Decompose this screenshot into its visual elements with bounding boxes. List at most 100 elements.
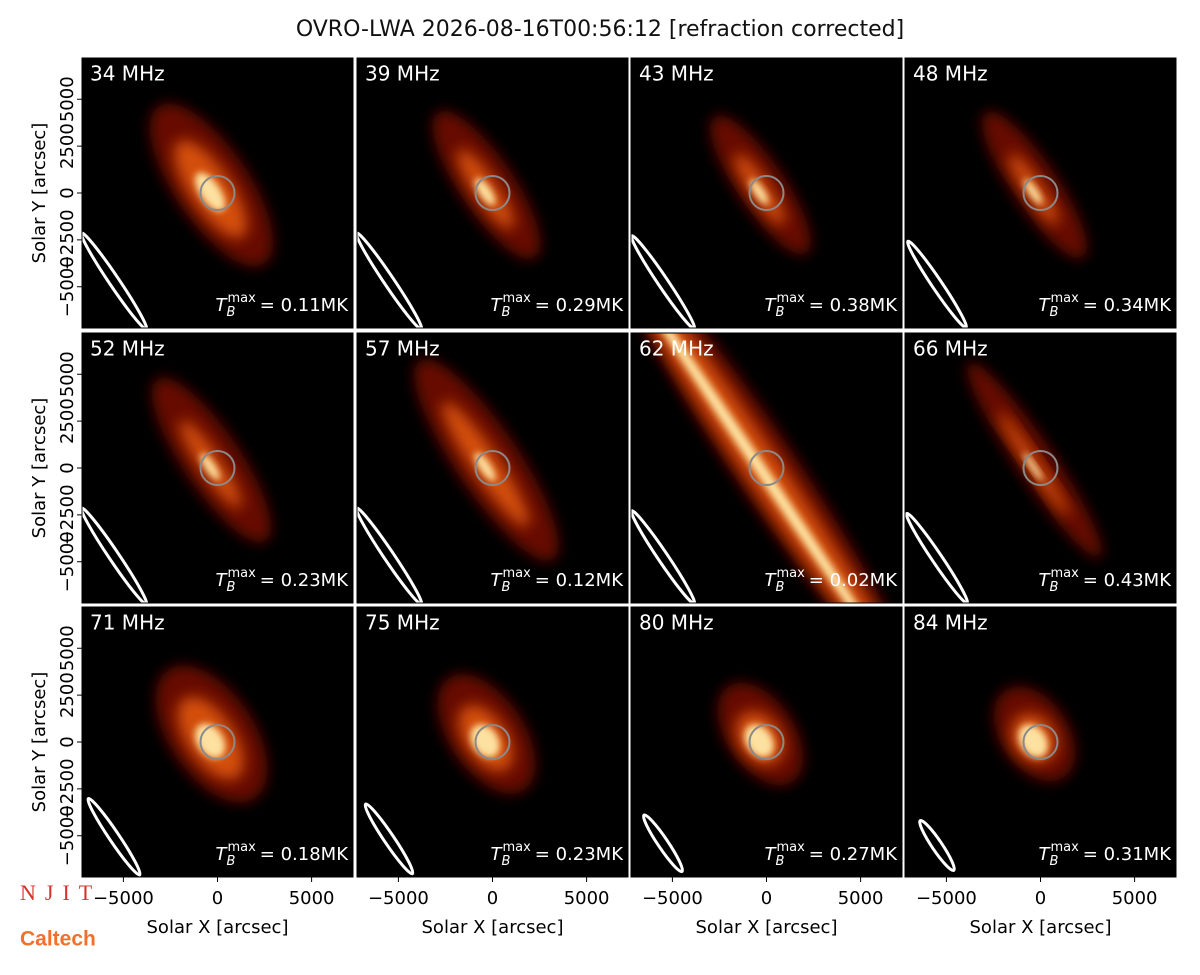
annotation-sup: max <box>776 840 805 855</box>
beam <box>357 506 424 603</box>
solar-disk <box>474 175 511 211</box>
y-tick-label: 2500 <box>57 672 78 718</box>
x-tick-label: 0 <box>212 888 223 909</box>
annotation: TBmax = 0.23MK <box>491 840 625 869</box>
panel-title: 52 MHz <box>90 337 165 361</box>
annotation-sup: max <box>502 566 531 581</box>
panel <box>82 333 353 603</box>
annotation-symbol: T <box>1039 295 1052 316</box>
x-tick-label: 5000 <box>1112 888 1158 909</box>
x-tick-label: −5000 <box>916 888 977 909</box>
annotation-sub: B <box>1050 305 1059 320</box>
annotation-sub: B <box>502 854 511 869</box>
annotation-sup: max <box>502 291 531 306</box>
emission-core <box>200 453 221 481</box>
beam <box>918 818 956 873</box>
annotation-value: = 0.12MK <box>535 570 624 591</box>
emission-core <box>474 452 496 482</box>
annotation: TBmax = 0.38MK <box>765 291 899 320</box>
emission-core <box>631 333 902 603</box>
x-tick-label: 5000 <box>564 888 610 909</box>
beam <box>631 509 697 603</box>
annotation-symbol: T <box>491 844 504 865</box>
annotation-sup: max <box>776 566 805 581</box>
solar-disk <box>1022 175 1059 211</box>
panel <box>631 333 902 603</box>
annotation-symbol: T <box>765 844 778 865</box>
annotation-value: = 0.43MK <box>1083 570 1172 591</box>
y-tick-label: 5000 <box>57 625 78 671</box>
panel <box>82 607 353 877</box>
annotation-sub: B <box>502 305 511 320</box>
panel-title: 75 MHz <box>365 611 440 635</box>
panel <box>631 607 902 877</box>
annotation-sub: B <box>227 580 236 595</box>
x-tick-label: 0 <box>487 888 498 909</box>
x-axis-label: Solar X [arcsec] <box>422 917 564 938</box>
annotation-value: = 0.29MK <box>535 295 624 316</box>
annotation-value: = 0.11MK <box>260 295 349 316</box>
annotation-value: = 0.18MK <box>260 844 349 865</box>
panel <box>631 58 902 328</box>
annotation-sup: max <box>227 291 256 306</box>
beam <box>363 802 415 876</box>
panel-title: 66 MHz <box>913 337 988 361</box>
annotation: TBmax = 0.27MK <box>765 840 899 869</box>
panel <box>905 607 1176 877</box>
emission-core <box>195 172 226 212</box>
solar-disk <box>748 175 785 211</box>
x-tick-label: 5000 <box>289 888 335 909</box>
annotation-value: = 0.23MK <box>535 844 624 865</box>
y-tick-label: 0 <box>57 462 78 473</box>
y-axis-label: Solar Y [arcsec] <box>29 672 50 813</box>
x-axis-label: Solar X [arcsec] <box>696 917 838 938</box>
solar-disk <box>748 724 785 760</box>
annotation-symbol: T <box>216 295 229 316</box>
panel-title: 48 MHz <box>913 62 988 86</box>
panel-title: 71 MHz <box>90 611 165 635</box>
x-tick-label: −5000 <box>368 888 429 909</box>
beam <box>82 231 149 328</box>
panel-title: 43 MHz <box>639 62 714 86</box>
annotation-sup: max <box>776 291 805 306</box>
y-tick-label: −5000 <box>57 256 78 317</box>
y-tick-label: −2500 <box>57 484 78 545</box>
annotation-symbol: T <box>491 295 504 316</box>
annotation-sup: max <box>502 840 531 855</box>
y-tick-label: −5000 <box>57 805 78 866</box>
annotation-sub: B <box>776 305 785 320</box>
annotation-sup: max <box>1050 291 1079 306</box>
x-tick-label: −5000 <box>642 888 703 909</box>
beam <box>642 813 684 874</box>
annotation: TBmax = 0.43MK <box>1039 566 1173 595</box>
annotation-symbol: T <box>1039 844 1052 865</box>
panel <box>357 607 628 877</box>
x-tick-label: 5000 <box>838 888 884 909</box>
logo-caltech: Caltech <box>20 928 96 951</box>
annotation: TBmax = 0.34MK <box>1039 291 1173 320</box>
solar-disk <box>474 724 511 760</box>
solar-disk <box>199 450 236 486</box>
panel-frame <box>904 332 1177 604</box>
panel-title: 57 MHz <box>365 337 440 361</box>
x-tick-label: −5000 <box>93 888 154 909</box>
annotation: TBmax = 0.31MK <box>1039 840 1173 869</box>
panel-title: 84 MHz <box>913 611 988 635</box>
y-tick-label: 2500 <box>57 123 78 169</box>
beam <box>357 231 424 328</box>
emission-core <box>474 178 496 206</box>
solar-disk <box>1022 450 1059 486</box>
y-axis-label: Solar Y [arcsec] <box>29 398 50 539</box>
annotation-symbol: T <box>765 570 778 591</box>
annotation: TBmax = 0.12MK <box>491 566 625 595</box>
annotation: TBmax = 0.29MK <box>491 291 625 320</box>
panel-frame <box>904 57 1177 329</box>
annotation-symbol: T <box>216 570 229 591</box>
y-tick-label: −5000 <box>57 531 78 592</box>
panel-title: 39 MHz <box>365 62 440 86</box>
y-tick-label: 5000 <box>57 351 78 397</box>
annotation-sup: max <box>227 840 256 855</box>
solar-disk <box>1022 724 1059 760</box>
annotation-sub: B <box>502 580 511 595</box>
